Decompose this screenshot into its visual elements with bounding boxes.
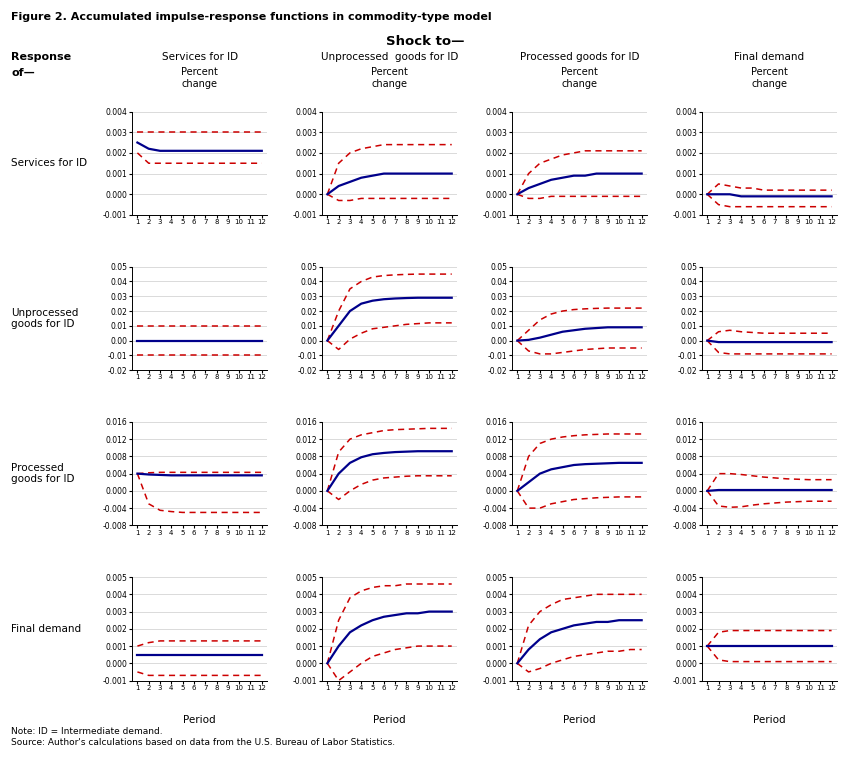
Text: Services for ID: Services for ID — [162, 52, 238, 62]
Text: Period: Period — [753, 715, 785, 725]
Text: Unprocessed
goods for ID: Unprocessed goods for ID — [11, 308, 78, 329]
Text: Processed goods for ID: Processed goods for ID — [519, 52, 639, 62]
Text: of—: of— — [11, 68, 35, 78]
Text: Period: Period — [564, 715, 596, 725]
Text: Source: Author's calculations based on data from the U.S. Bureau of Labor Statis: Source: Author's calculations based on d… — [11, 738, 395, 747]
Text: Processed
goods for ID: Processed goods for ID — [11, 463, 75, 484]
Text: Percent
change: Percent change — [751, 67, 788, 88]
Text: Shock to—: Shock to— — [386, 35, 464, 48]
Text: Percent
change: Percent change — [561, 67, 598, 88]
Text: Figure 2. Accumulated impulse-response functions in commodity-type model: Figure 2. Accumulated impulse-response f… — [11, 12, 491, 22]
Text: Final demand: Final demand — [734, 52, 804, 62]
Text: Period: Period — [373, 715, 405, 725]
Text: Note: ID = Intermediate demand.: Note: ID = Intermediate demand. — [11, 727, 162, 736]
Text: Unprocessed  goods for ID: Unprocessed goods for ID — [320, 52, 458, 62]
Text: Final demand: Final demand — [11, 624, 81, 634]
Text: Percent
change: Percent change — [371, 67, 408, 88]
Text: Percent
change: Percent change — [181, 67, 218, 88]
Text: Response: Response — [11, 52, 71, 62]
Text: Period: Period — [184, 715, 216, 725]
Text: Services for ID: Services for ID — [11, 158, 88, 168]
